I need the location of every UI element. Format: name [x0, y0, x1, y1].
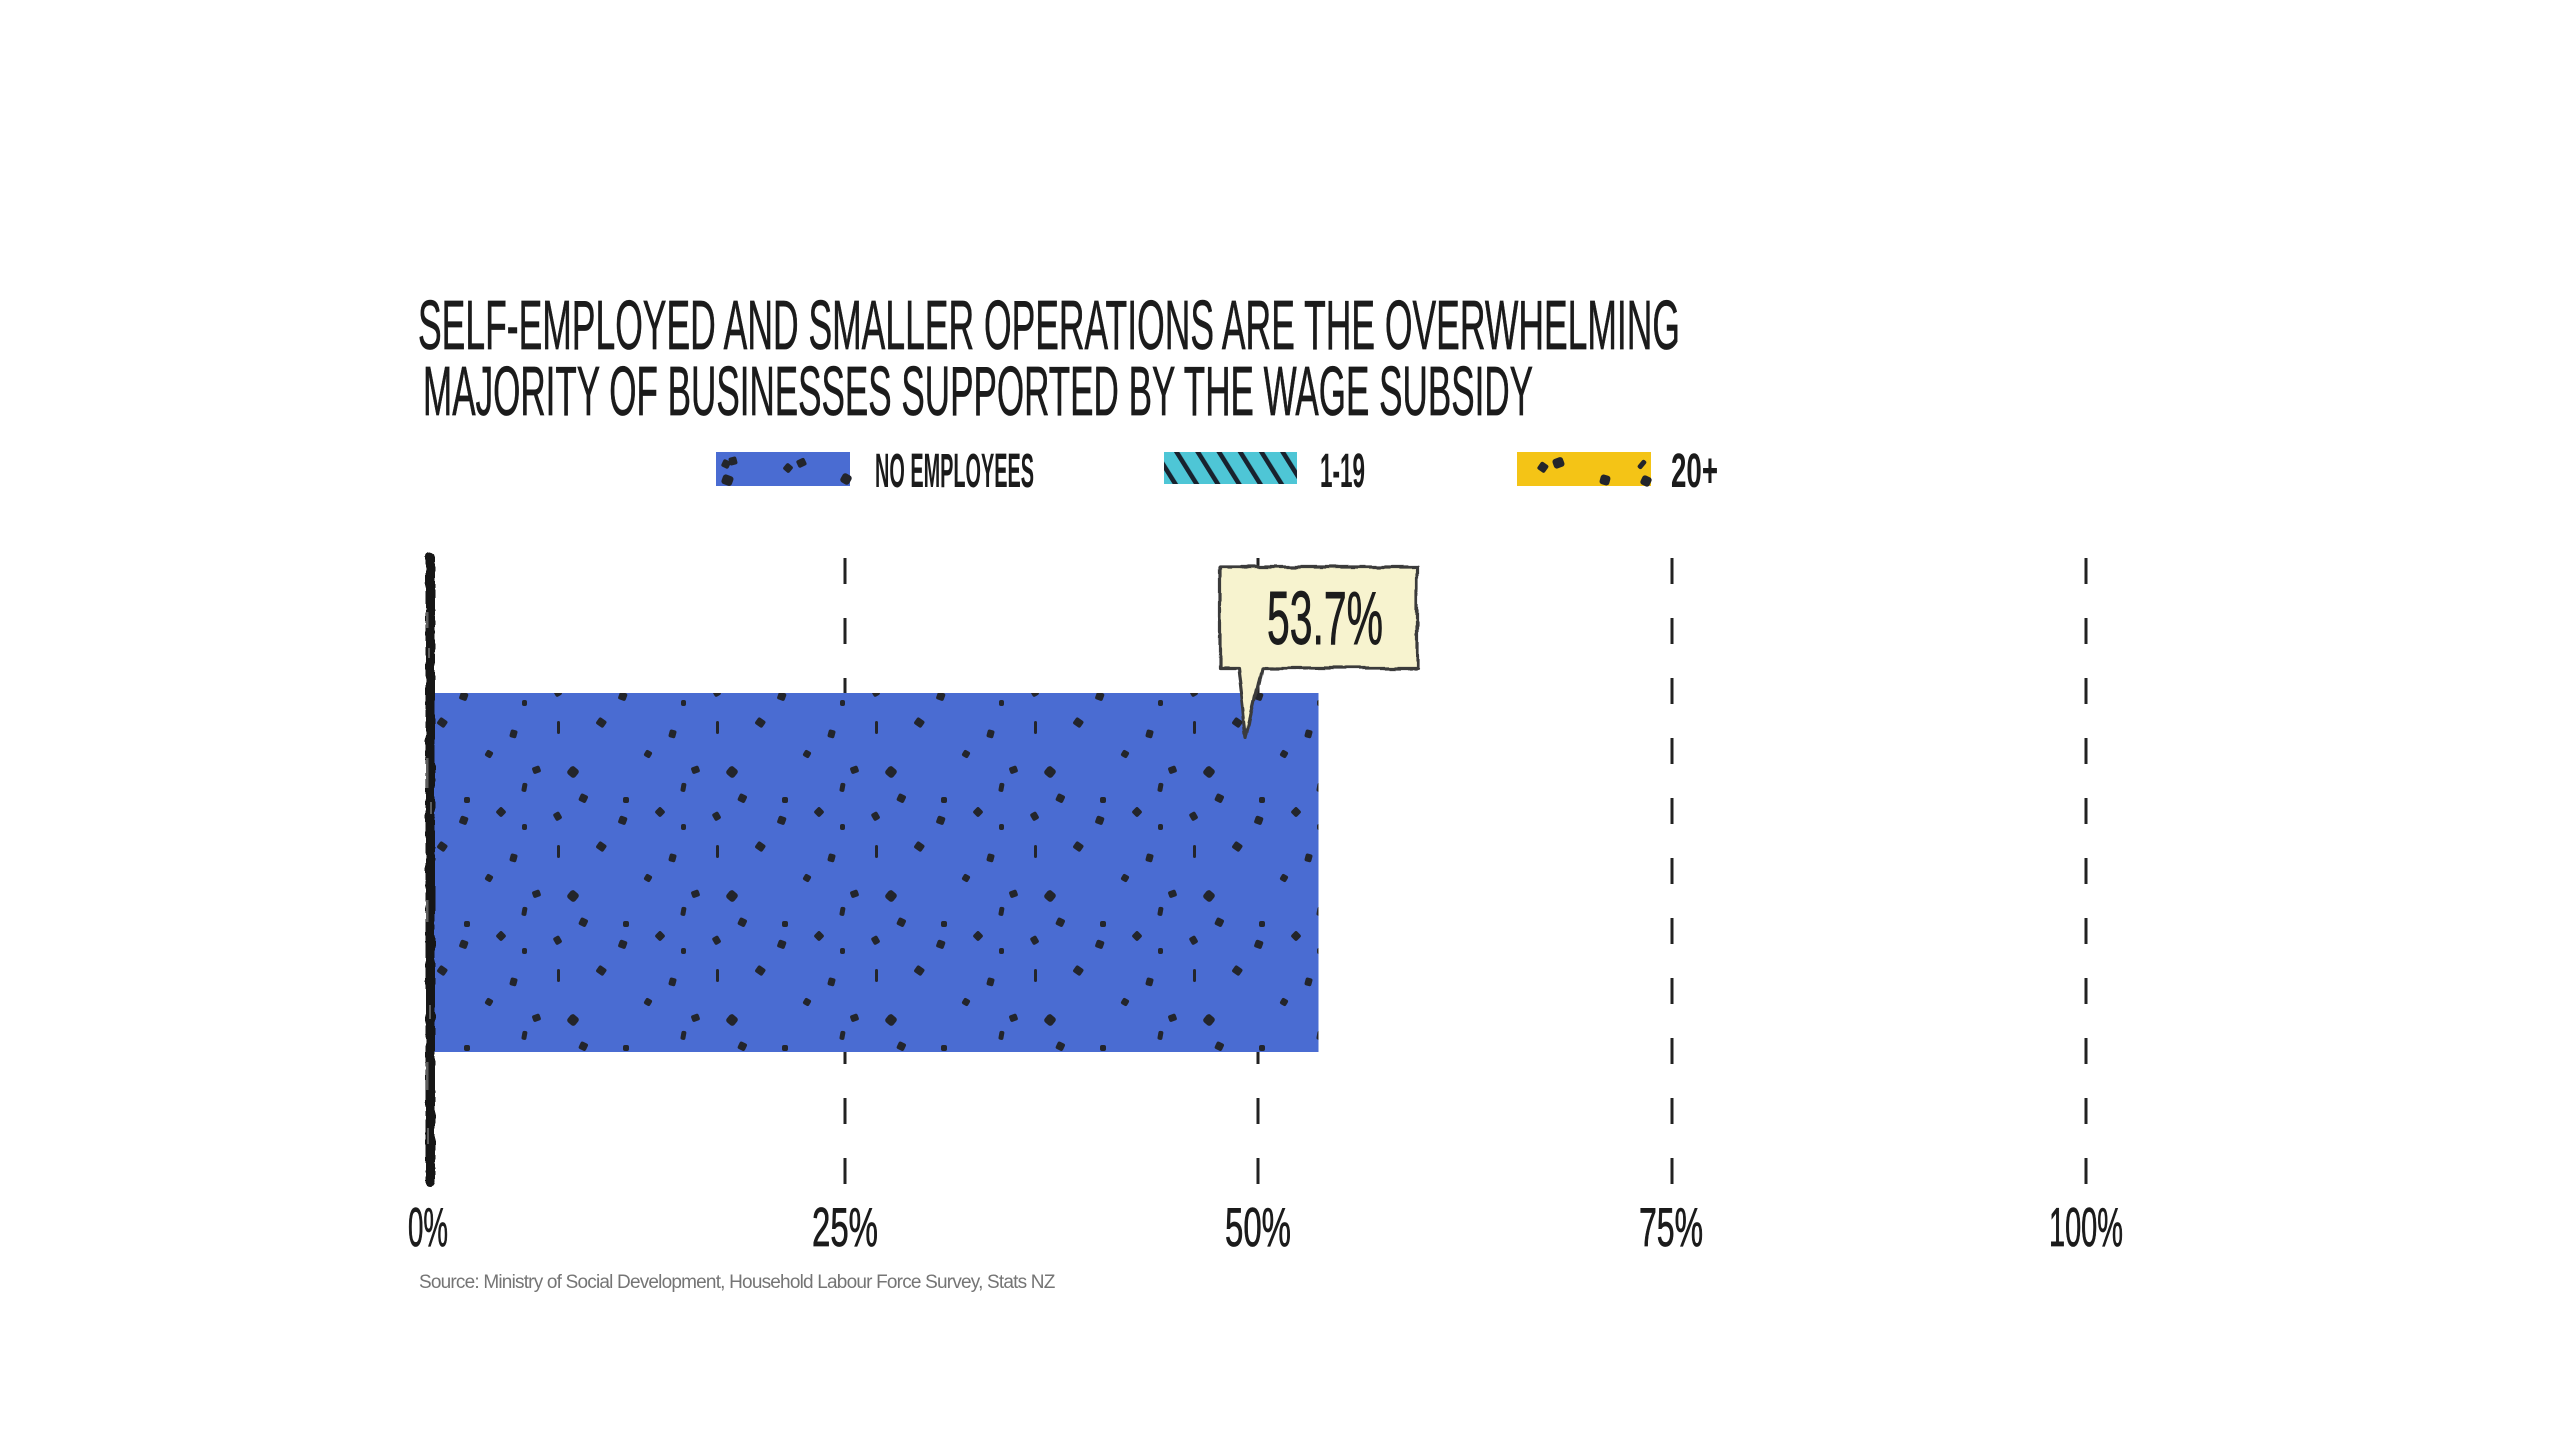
svg-text:0%: 0% — [408, 1196, 448, 1258]
svg-text:1-19: 1-19 — [1320, 445, 1365, 498]
svg-text:Source: Ministry of Social Dev: Source: Ministry of Social Development, … — [419, 1272, 1056, 1293]
svg-text:75%: 75% — [1639, 1196, 1703, 1258]
svg-text:MAJORITY OF BUSINESSES SUPPORT: MAJORITY OF BUSINESSES SUPPORTED BY THE … — [423, 352, 1533, 430]
svg-text:50%: 50% — [1225, 1196, 1291, 1258]
svg-text:NO EMPLOYEES: NO EMPLOYEES — [875, 445, 1034, 498]
svg-text:SELF-EMPLOYED AND SMALLER OPER: SELF-EMPLOYED AND SMALLER OPERATIONS ARE… — [418, 286, 1680, 364]
svg-text:25%: 25% — [812, 1196, 878, 1258]
svg-text:100%: 100% — [2049, 1196, 2123, 1258]
svg-text:53.7%: 53.7% — [1267, 576, 1383, 660]
svg-text:20+: 20+ — [1671, 445, 1718, 498]
